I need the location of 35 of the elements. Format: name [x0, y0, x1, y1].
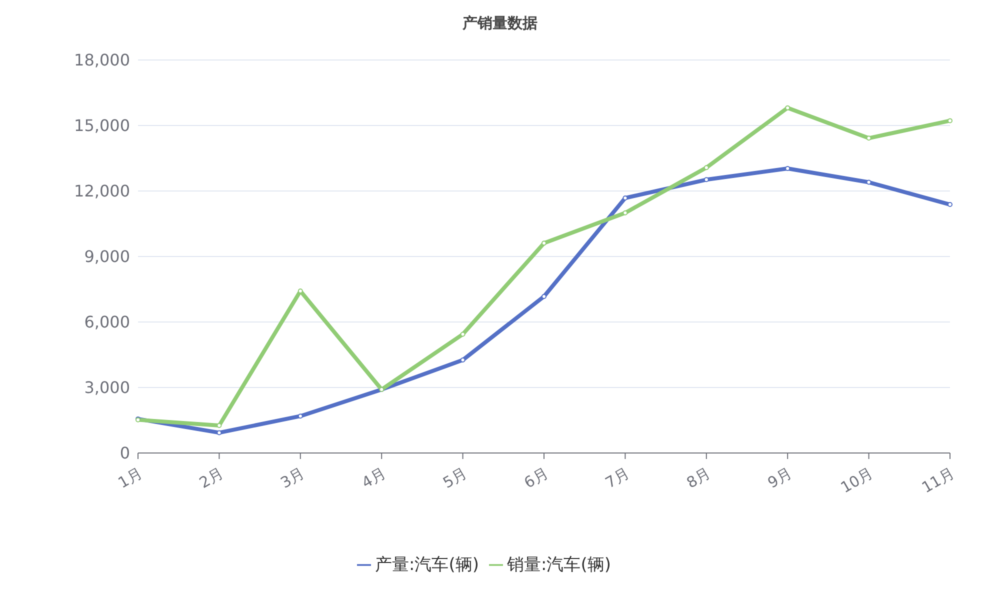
x-tick-label: 9月 — [764, 464, 795, 492]
point — [542, 294, 546, 299]
chart-title: 产销量数据 — [462, 14, 538, 33]
point — [704, 177, 709, 182]
point — [216, 430, 222, 436]
legend-label: 产量:汽车(辆) — [375, 555, 479, 575]
x-tick-label: 10月 — [838, 464, 876, 497]
point — [704, 165, 709, 170]
y-tick-label: 6,000 — [84, 312, 130, 332]
point — [622, 210, 628, 216]
y-tick-label: 3,000 — [84, 378, 130, 398]
x-tick-label: 7月 — [602, 464, 633, 492]
point — [866, 136, 872, 141]
y-tick-label: 18,000 — [74, 50, 130, 70]
x-tick-label: 4月 — [358, 464, 389, 492]
point — [785, 105, 790, 110]
x-tick-label: 3月 — [277, 464, 308, 492]
y-tick-label: 0 — [120, 444, 130, 463]
point — [948, 202, 952, 208]
y-tick-label: 12,000 — [74, 182, 130, 201]
x-tick-label: 1月 — [115, 464, 146, 492]
legend-label: 销量:汽车(辆) — [507, 555, 611, 575]
x-tick-label: 5月 — [440, 464, 470, 492]
x-tick-label: 8月 — [683, 464, 714, 492]
x-tick-label: 2月 — [196, 464, 227, 492]
point — [216, 422, 222, 428]
point — [622, 195, 628, 200]
point — [460, 332, 466, 337]
x-tick-label: 11月 — [918, 464, 958, 497]
point — [542, 240, 546, 246]
point — [460, 357, 466, 362]
x-tick-label: 6月 — [521, 464, 552, 492]
y-tick-label: 15,000 — [74, 116, 130, 136]
point — [948, 118, 952, 124]
y-tick-label: 9,000 — [84, 247, 130, 266]
